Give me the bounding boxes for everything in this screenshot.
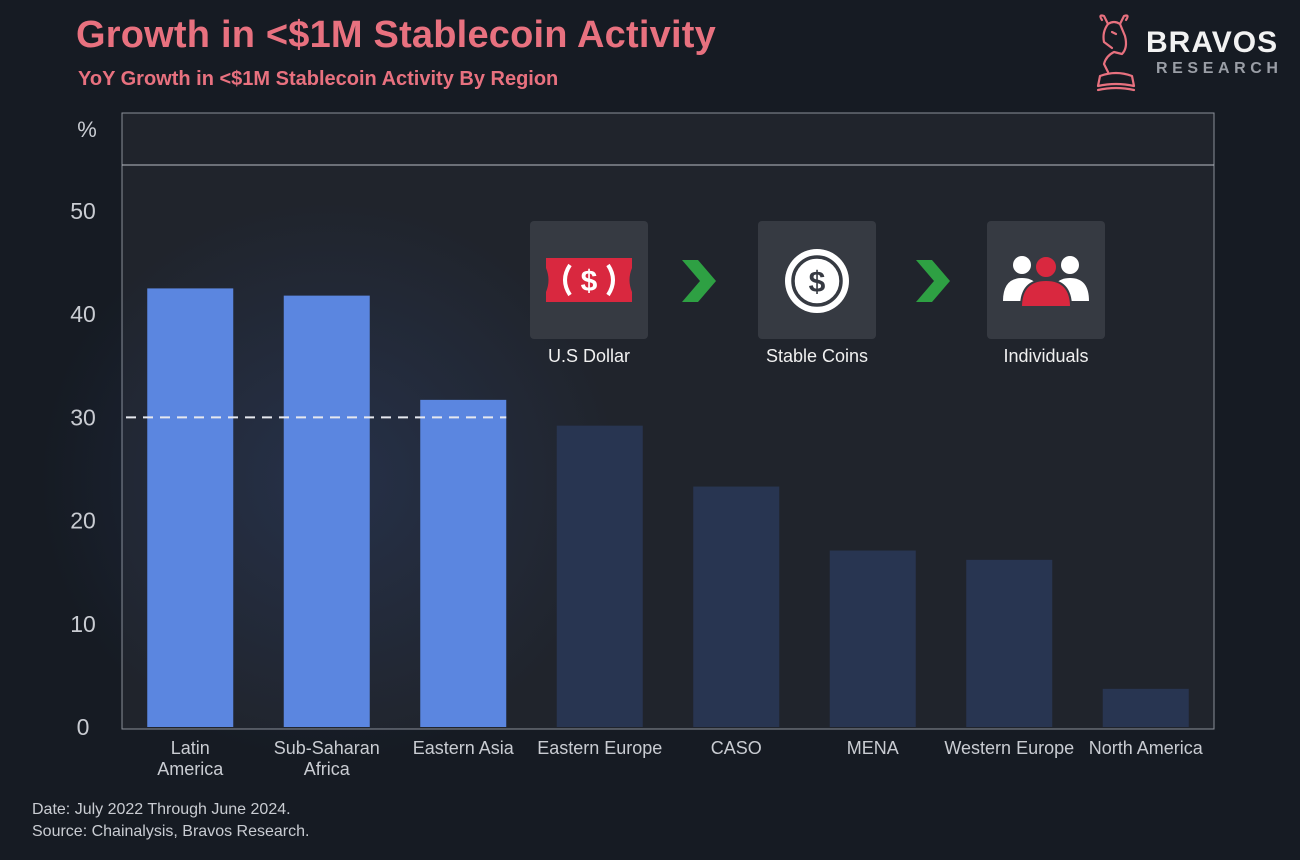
x-tick-label-line: MENA (847, 738, 899, 758)
footnote-date: Date: July 2022 Through June 2024. (32, 801, 291, 818)
flow-box-stable-coins: $ (758, 221, 876, 339)
chevron-right-icon (916, 260, 950, 302)
chevron-right-icon (682, 260, 716, 302)
bar-sub-saharan-africa (283, 295, 370, 727)
bull-knight-icon (1096, 14, 1136, 92)
footnote-source: Source: Chainalysis, Bravos Research. (32, 823, 310, 840)
x-tick-label: Western Europe (944, 738, 1074, 758)
x-tick-label-line: Latin (171, 738, 210, 758)
y-tick-label: 10 (70, 611, 96, 637)
bar-eastern-europe (556, 425, 643, 727)
chart-title: Growth in <$1M Stablecoin Activity (76, 14, 716, 56)
x-tick-label: MENA (847, 738, 899, 758)
x-tick-label-line: Sub-Saharan (274, 738, 380, 758)
bar-western-europe (966, 559, 1053, 727)
y-tick-label: 50 (70, 198, 96, 224)
svg-text:$: $ (809, 266, 826, 299)
bar-north-america (1102, 688, 1189, 727)
x-tick-label: CASO (711, 738, 762, 758)
y-tick-label: 20 (70, 508, 96, 534)
x-tick-label: Latin America (157, 738, 224, 779)
bravos-logo: BRAVOS RESEARCH (1092, 12, 1292, 96)
flow-label-us-dollar: U.S Dollar (547, 346, 631, 366)
x-tick-label-line: Eastern Asia (413, 738, 515, 758)
bar-eastern-asia (420, 399, 507, 727)
x-tick-label: Eastern Europe (537, 738, 662, 758)
logo-subtitle: RESEARCH (1156, 60, 1283, 77)
y-tick-label: 30 (70, 404, 96, 430)
svg-text:$: $ (581, 265, 598, 298)
flow-box-individuals (987, 221, 1105, 339)
x-tick-label-line: America (157, 759, 224, 779)
people-icon (1003, 255, 1089, 308)
chart-subtitle: YoY Growth in <$1M Stablecoin Activity B… (78, 68, 559, 90)
logo-name: BRAVOS (1146, 26, 1279, 59)
x-tick-label-line: North America (1089, 738, 1204, 758)
stablecoin-icon: $ (785, 249, 849, 313)
bar-mena (829, 550, 916, 727)
x-tick-label: Sub-Saharan Africa (274, 738, 380, 779)
y-axis-label: % (77, 117, 97, 142)
y-tick-label: 0 (77, 714, 90, 740)
x-tick-label: North America (1089, 738, 1204, 758)
bar-caso (693, 486, 780, 727)
x-tick-label-line: Africa (304, 759, 351, 779)
flow-box-us-dollar: $ (530, 221, 648, 339)
bar-latin-america (147, 288, 234, 727)
flow-label-individuals: Individuals (1003, 346, 1089, 366)
x-tick-label-line: CASO (711, 738, 762, 758)
x-tick-label-line: Western Europe (944, 738, 1074, 758)
x-tick-label: Eastern Asia (413, 738, 515, 758)
x-tick-label-line: Eastern Europe (537, 738, 662, 758)
y-tick-label: 40 (70, 301, 96, 327)
dollar-bill-icon: $ (546, 258, 632, 302)
flow-label-stable-coins: Stable Coins (765, 346, 869, 366)
